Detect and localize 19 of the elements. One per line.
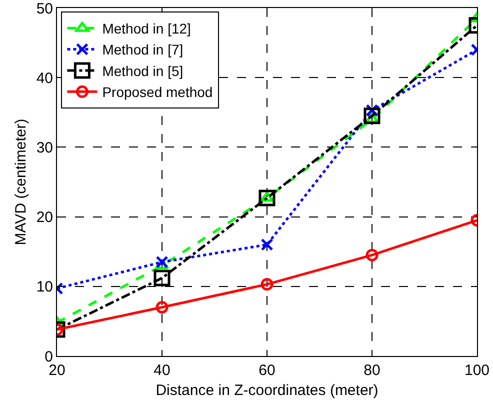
x-tick-label: 40: [154, 362, 170, 379]
x-tick-label: 60: [258, 362, 276, 379]
x-tick-label: 100: [464, 362, 490, 379]
point: [258, 190, 276, 206]
point: [260, 238, 274, 251]
point: [260, 192, 274, 202]
y-tick-label: 30: [36, 139, 53, 156]
x-tick-label: 80: [364, 362, 380, 379]
legend-label: Method in [5]: [102, 62, 184, 79]
x-axis-title: Distance in Z-coordinates (meter): [156, 382, 378, 399]
y-tick-label: 10: [36, 278, 53, 296]
point: [260, 278, 274, 291]
legend-label: Proposed method: [102, 84, 213, 100]
y-tick-label: 50: [36, 0, 53, 18]
legend-label: Method in [12]: [102, 20, 191, 37]
legend-label: Method in [7]: [102, 42, 184, 58]
y-tick-label: 40: [36, 70, 53, 87]
y-axis-title: MAVD (centimeter): [12, 118, 30, 246]
y-tick-label: 20: [36, 209, 53, 226]
